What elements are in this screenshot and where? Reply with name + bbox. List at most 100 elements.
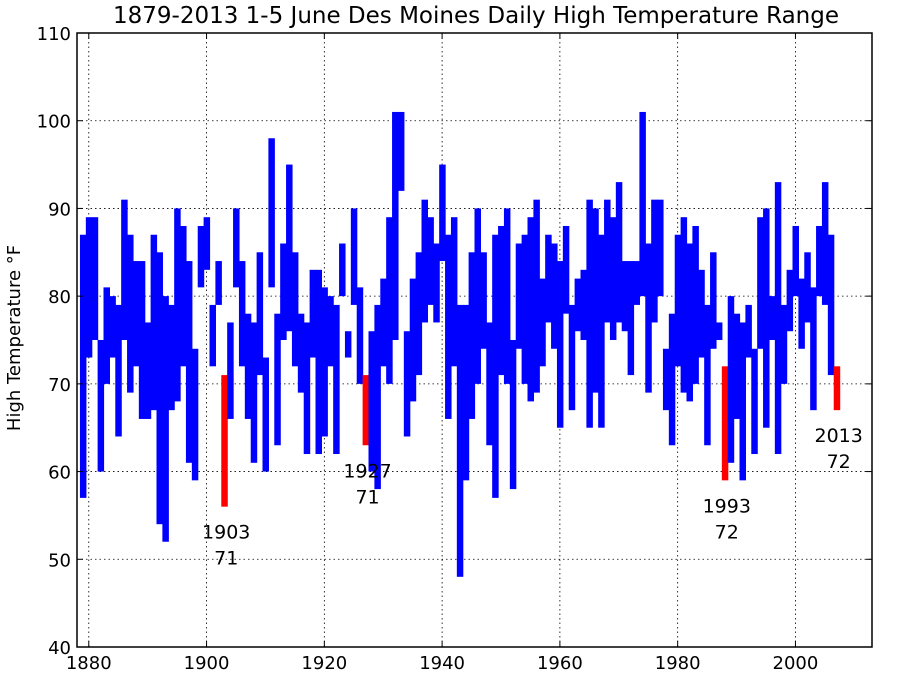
bar (751, 348, 758, 455)
bar (132, 261, 140, 367)
bar (521, 234, 529, 384)
bar (757, 217, 764, 349)
bar-annotations: 1903 71 1927 71 1993 72 2013 72 (202, 425, 863, 569)
bar (244, 313, 252, 419)
bar (121, 199, 128, 340)
bar (109, 296, 116, 358)
bar (427, 217, 434, 305)
plot-frame (76, 32, 873, 648)
bar (97, 340, 105, 472)
bar (309, 269, 317, 358)
bar (586, 199, 593, 428)
bar (468, 252, 476, 419)
bar (768, 296, 776, 340)
bar (144, 322, 152, 419)
bar-highlight (362, 375, 370, 446)
bar (604, 199, 611, 323)
bar (409, 278, 417, 402)
bar (533, 199, 540, 393)
bar (774, 182, 782, 455)
bar (403, 331, 411, 437)
bar (498, 225, 505, 376)
bar (203, 217, 211, 270)
x-tick-label: 2000 (773, 653, 819, 674)
bar (827, 234, 835, 376)
bar (780, 304, 788, 384)
bar (380, 278, 387, 367)
bar (280, 243, 287, 340)
chart-title: 1879-2013 1-5 June Des Moines Daily High… (113, 3, 839, 29)
bar (209, 304, 216, 367)
bar-highlight (221, 375, 228, 507)
bar (651, 199, 658, 323)
x-tick-label: 1960 (537, 653, 583, 674)
annotation-value: 72 (715, 521, 739, 543)
bars (79, 111, 841, 577)
bar (668, 313, 676, 446)
bar (798, 278, 805, 349)
axis-ticks: 40 50 60 70 80 90 100 110 1880 1900 1920 1940 1960 19… (37, 24, 872, 674)
bar (486, 322, 493, 446)
bar (568, 304, 576, 411)
bar (368, 331, 375, 472)
bar (492, 234, 499, 498)
bar (350, 208, 358, 305)
bar (710, 252, 717, 349)
bar (657, 199, 664, 297)
bar (303, 322, 311, 455)
bar (821, 182, 829, 305)
bar (574, 278, 582, 332)
x-tick-label: 1880 (66, 653, 112, 674)
bar (421, 199, 428, 323)
bar (509, 340, 517, 490)
bar (680, 217, 688, 393)
bar (674, 234, 682, 367)
annotation-value: 72 (827, 451, 851, 473)
bar (150, 234, 158, 411)
bar (456, 304, 464, 577)
bar (480, 252, 487, 349)
bar (333, 304, 340, 455)
y-axis-label: High Temperature °F (4, 245, 25, 431)
bar (274, 313, 281, 446)
bar (238, 261, 246, 367)
bar (215, 261, 222, 305)
bar (686, 243, 693, 402)
bar (662, 348, 670, 411)
bar (374, 304, 381, 490)
bar (168, 304, 175, 411)
bar (127, 234, 134, 393)
bar (445, 234, 452, 419)
bar (692, 225, 699, 384)
bar (174, 208, 181, 402)
bar (162, 296, 169, 542)
bar (639, 111, 646, 297)
bar (392, 111, 399, 340)
bar (551, 243, 558, 349)
bar (515, 243, 523, 349)
bar (474, 208, 481, 384)
bar (439, 164, 446, 262)
bar (227, 322, 234, 419)
bar (315, 269, 322, 455)
bar (609, 217, 617, 340)
bar (645, 243, 652, 393)
bar (197, 225, 205, 288)
y-tick-label: 100 (37, 112, 71, 133)
bar (621, 261, 629, 332)
annotation-value: 71 (355, 486, 379, 508)
bar (598, 234, 605, 428)
bar (356, 287, 364, 384)
bar (539, 278, 546, 367)
y-tick-label: 40 (48, 638, 71, 659)
bar (627, 261, 635, 376)
bar (462, 304, 470, 481)
bar (810, 287, 817, 411)
x-tick-label: 1940 (419, 653, 465, 674)
bar (527, 217, 534, 402)
bar (415, 252, 423, 376)
bar (256, 252, 264, 376)
bar (433, 243, 440, 323)
